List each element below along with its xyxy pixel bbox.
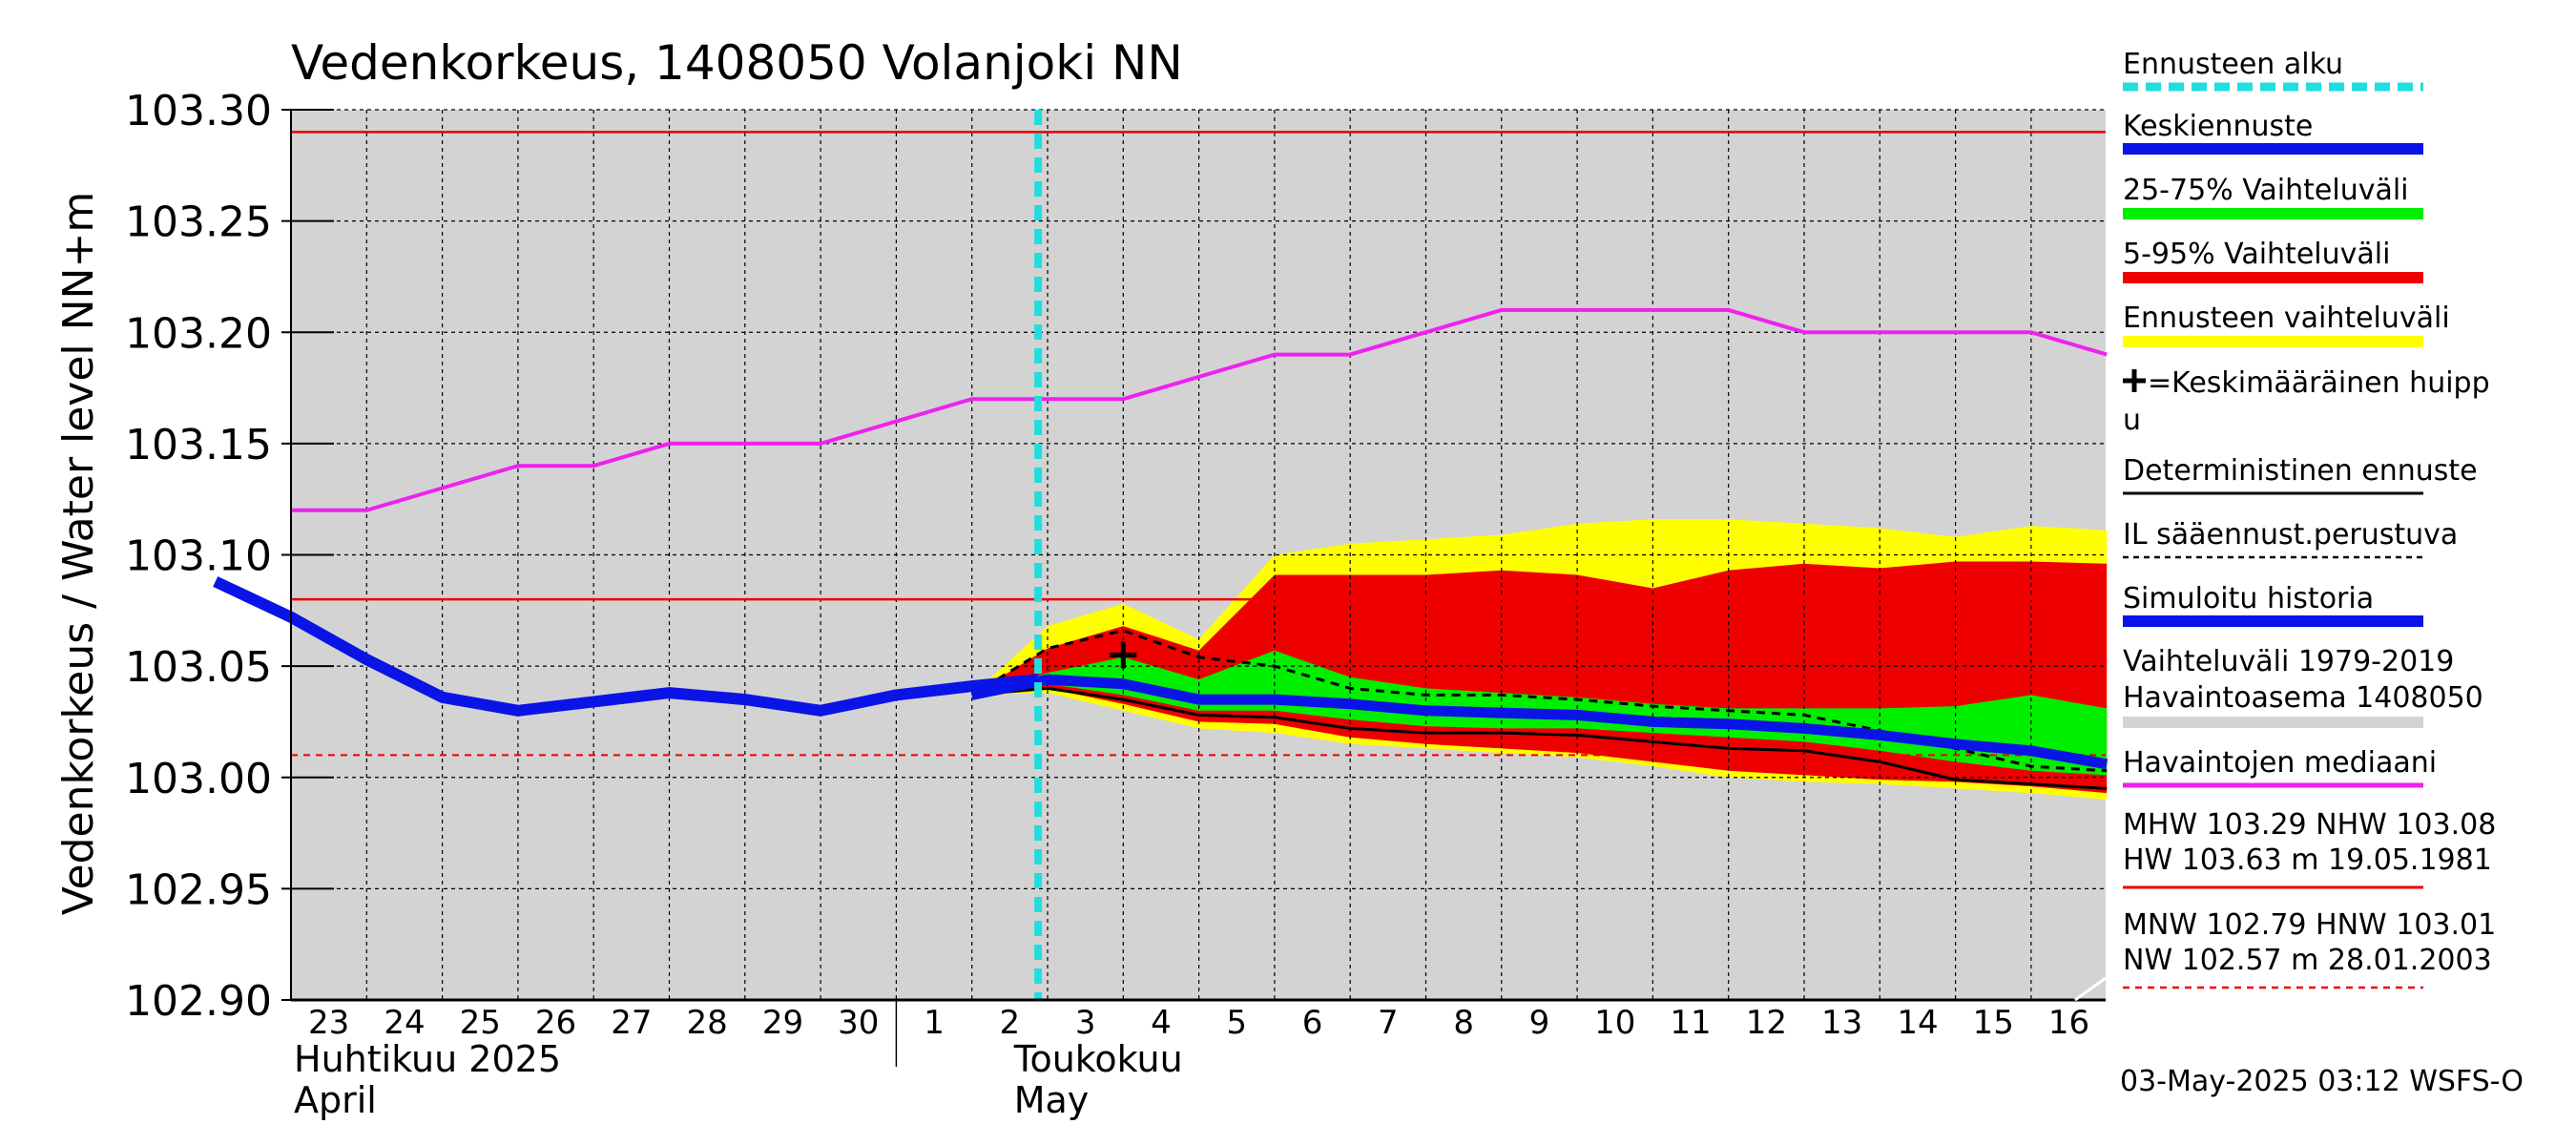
legend-label-line2: u — [2123, 404, 2141, 437]
x-tick-label: 6 — [1302, 1004, 1323, 1042]
legend-plus-symbol — [2123, 369, 2146, 392]
x-tick-label: 29 — [762, 1004, 803, 1042]
y-tick-label: 102.95 — [125, 865, 272, 914]
y-axis-label: Vedenkorkeus / Water level NN+m — [54, 192, 103, 915]
legend-label: 25-75% Vaihteluväli — [2123, 174, 2409, 207]
month-label-en: April — [294, 1079, 377, 1121]
legend-label: Ennusteen vaihteluväli — [2123, 302, 2450, 335]
x-tick-label: 12 — [1746, 1004, 1787, 1042]
x-tick-label: 2 — [1000, 1004, 1021, 1042]
x-tick-label: 7 — [1378, 1004, 1399, 1042]
month-label-fi: Toukokuu — [1013, 1038, 1183, 1080]
legend-label: Keskiennuste — [2123, 110, 2313, 143]
simulated-history-line — [213, 576, 1039, 717]
x-tick-label: 24 — [384, 1004, 425, 1042]
x-tick-label: 26 — [535, 1004, 576, 1042]
x-tick-label: 13 — [1821, 1004, 1862, 1042]
x-tick-label: 30 — [838, 1004, 879, 1042]
legend-label: 5-95% Vaihteluväli — [2123, 238, 2390, 271]
grid-lines — [290, 109, 2106, 1000]
month-label-en: May — [1014, 1079, 1090, 1121]
corner-mark — [2074, 976, 2107, 1002]
x-tick-label: 5 — [1226, 1004, 1247, 1042]
legend-label: Ennusteen alku — [2123, 48, 2343, 81]
y-tick-label: 103.05 — [125, 643, 272, 692]
x-tick-label: 1 — [924, 1004, 945, 1042]
legend-label-line2: Havaintoasema 1408050 — [2123, 681, 2483, 715]
y-tick-label: 103.00 — [125, 755, 272, 803]
month-label-fi: Huhtikuu 2025 — [294, 1038, 561, 1080]
y-tick-label: 102.90 — [125, 977, 272, 1026]
x-tick-label: 28 — [687, 1004, 728, 1042]
weather-forecast-line — [970, 629, 2108, 773]
legend-label-line2: HW 103.63 m 19.05.1981 — [2123, 843, 2492, 877]
y-tick-label: 103.25 — [125, 198, 272, 247]
x-tick-label: 27 — [611, 1004, 652, 1042]
x-tick-label: 10 — [1594, 1004, 1635, 1042]
legend-label: MNW 102.79 HNW 103.01 — [2123, 908, 2496, 942]
x-tick-labels: 23 24 25 26 27 28 29 30 1 2 3 4 5 6 7 8 9 10 11 12 13 14 15 16 — [308, 1004, 2089, 1042]
mean-peak-marker — [1110, 641, 1137, 669]
y-tick-label: 103.10 — [125, 532, 272, 581]
reference-lines — [291, 131, 2106, 757]
x-tick-label: 4 — [1151, 1004, 1172, 1042]
median-observed-line — [291, 307, 2108, 512]
mean-forecast-line — [970, 674, 2109, 770]
x-tick-label: 3 — [1075, 1004, 1096, 1042]
timestamp: 03-May-2025 03:12 WSFS-O — [2120, 1065, 2524, 1098]
y-tick-label: 103.30 — [125, 87, 272, 135]
axes — [281, 109, 2107, 1002]
y-tick-label: 103.20 — [125, 309, 272, 358]
x-tick-label: 11 — [1670, 1004, 1711, 1042]
y-tick-labels: 102.90 102.95 103.00 103.05 103.10 103.15 103.… — [125, 87, 272, 1026]
x-tick-label: 14 — [1897, 1004, 1938, 1042]
legend-label-line2: NW 102.57 m 28.01.2003 — [2123, 944, 2492, 977]
x-tick-label: 16 — [2048, 1004, 2089, 1042]
deterministic-forecast-line — [971, 686, 2108, 790]
legend-label: IL sääennust.perustuva — [2123, 518, 2458, 552]
legend-label: Deterministinen ennuste — [2123, 454, 2478, 488]
series-lines — [213, 110, 2109, 1000]
x-tick-label: 15 — [1973, 1004, 2014, 1042]
x-tick-label: 9 — [1529, 1004, 1550, 1042]
x-tick-label: 23 — [308, 1004, 349, 1042]
chart-title: Vedenkorkeus, 1408050 Volanjoki NN — [291, 35, 1183, 91]
legend: Ennusteen alku Keskiennuste 25-75% Vaihtel… — [2123, 48, 2496, 989]
legend-label: Vaihteluväli 1979-2019 — [2123, 645, 2454, 678]
y-tick-label: 103.15 — [125, 421, 272, 469]
x-tick-label: 8 — [1453, 1004, 1474, 1042]
legend-label: =Keskimääräinen huipp — [2148, 366, 2490, 400]
x-tick-label: 25 — [460, 1004, 501, 1042]
legend-label: Simuloitu historia — [2123, 582, 2374, 615]
legend-label: Havaintojen mediaani — [2123, 746, 2437, 780]
legend-label: MHW 103.29 NHW 103.08 — [2123, 808, 2496, 842]
